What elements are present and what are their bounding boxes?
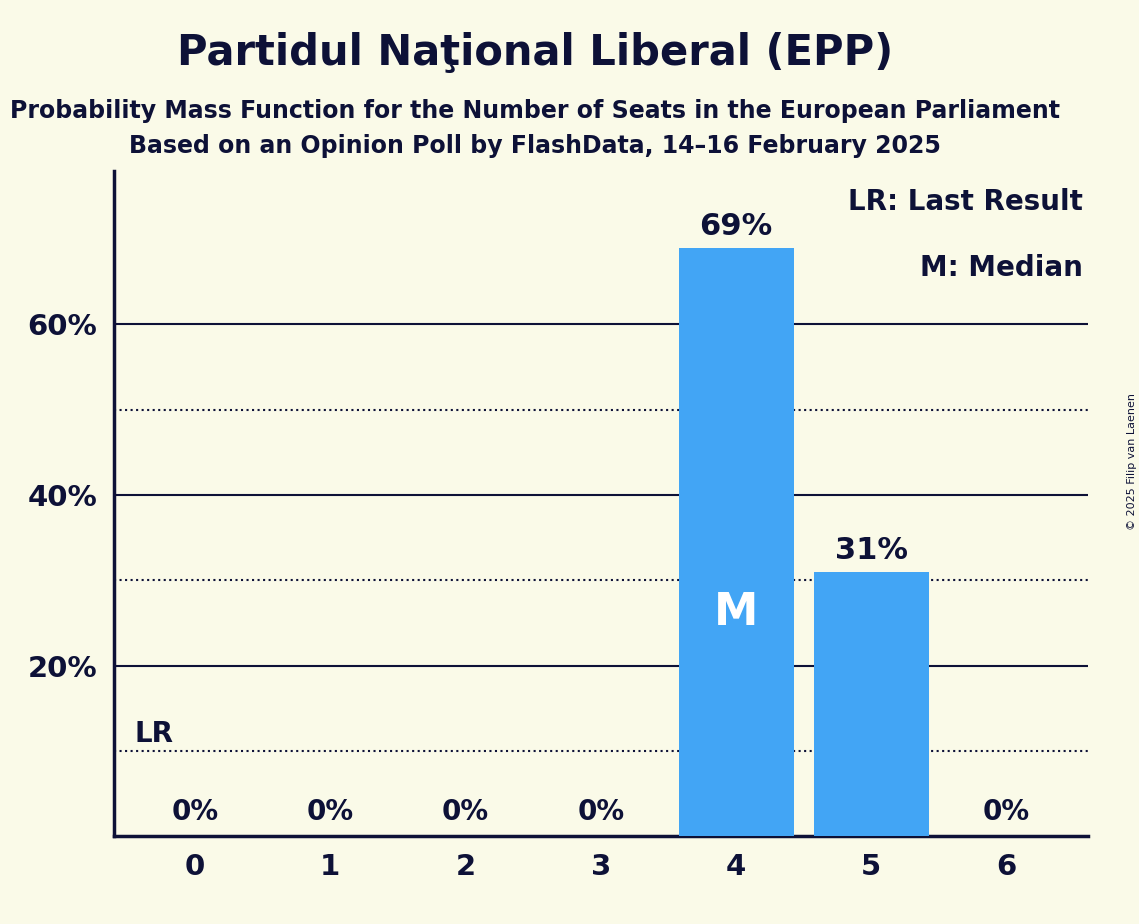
Text: LR: LR bbox=[134, 721, 173, 748]
Text: 69%: 69% bbox=[699, 212, 772, 241]
Text: © 2025 Filip van Laenen: © 2025 Filip van Laenen bbox=[1126, 394, 1137, 530]
Text: Probability Mass Function for the Number of Seats in the European Parliament: Probability Mass Function for the Number… bbox=[10, 99, 1060, 123]
Bar bbox=[814, 572, 928, 836]
Text: 0%: 0% bbox=[442, 798, 489, 826]
Text: 0%: 0% bbox=[172, 798, 219, 826]
Text: Based on an Opinion Poll by FlashData, 14–16 February 2025: Based on an Opinion Poll by FlashData, 1… bbox=[130, 134, 941, 158]
Text: M: M bbox=[714, 591, 759, 634]
Text: 31%: 31% bbox=[835, 536, 908, 565]
Bar bbox=[679, 248, 794, 836]
Text: Partidul Naţional Liberal (EPP): Partidul Naţional Liberal (EPP) bbox=[178, 32, 893, 74]
Text: 0%: 0% bbox=[577, 798, 624, 826]
Text: 0%: 0% bbox=[983, 798, 1030, 826]
Text: M: Median: M: Median bbox=[920, 254, 1083, 282]
Text: LR: Last Result: LR: Last Result bbox=[849, 188, 1083, 215]
Text: 0%: 0% bbox=[306, 798, 354, 826]
